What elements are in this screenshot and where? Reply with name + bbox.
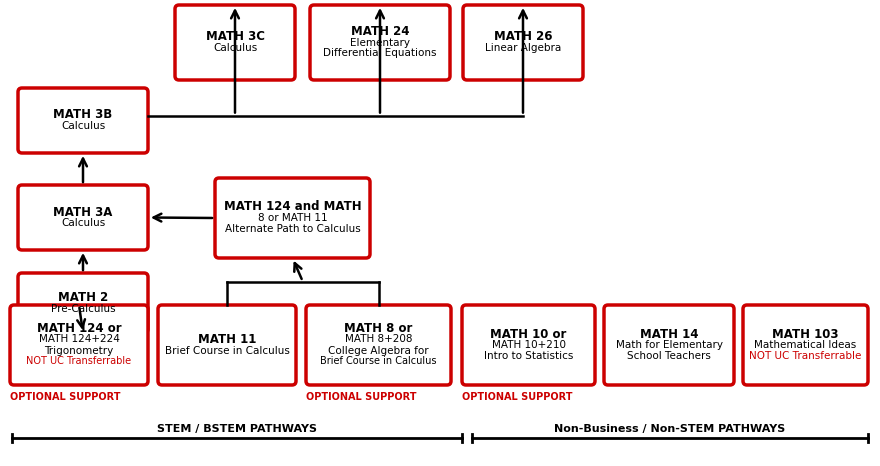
- Text: School Teachers: School Teachers: [627, 351, 711, 361]
- Text: MATH 14: MATH 14: [640, 328, 698, 341]
- Text: Calculus: Calculus: [61, 218, 105, 228]
- Text: MATH 124 or: MATH 124 or: [37, 322, 121, 335]
- Text: College Algebra for: College Algebra for: [328, 345, 429, 356]
- Text: STEM / BSTEM PATHWAYS: STEM / BSTEM PATHWAYS: [157, 424, 317, 434]
- Text: Intro to Statistics: Intro to Statistics: [484, 351, 573, 361]
- FancyBboxPatch shape: [18, 88, 148, 153]
- Text: Calculus: Calculus: [61, 121, 105, 131]
- Text: MATH 3C: MATH 3C: [206, 30, 265, 43]
- FancyBboxPatch shape: [215, 178, 370, 258]
- Text: NOT UC Transferrable: NOT UC Transferrable: [749, 351, 862, 361]
- Text: Alternate Path to Calculus: Alternate Path to Calculus: [224, 224, 361, 234]
- Text: MATH 10+210: MATH 10+210: [492, 340, 566, 350]
- Text: MATH 3A: MATH 3A: [54, 206, 113, 219]
- FancyBboxPatch shape: [463, 5, 583, 80]
- Text: MATH 11: MATH 11: [198, 333, 256, 346]
- Text: MATH 10 or: MATH 10 or: [490, 328, 567, 341]
- Text: MATH 124+224: MATH 124+224: [39, 335, 120, 344]
- Text: OPTIONAL SUPPORT: OPTIONAL SUPPORT: [306, 392, 416, 402]
- FancyBboxPatch shape: [743, 305, 868, 385]
- Text: Brief Course in Calculus: Brief Course in Calculus: [165, 345, 290, 356]
- Text: Pre-Calculus: Pre-Calculus: [51, 303, 115, 314]
- FancyBboxPatch shape: [604, 305, 734, 385]
- FancyBboxPatch shape: [158, 305, 296, 385]
- Text: Mathematical Ideas: Mathematical Ideas: [754, 340, 856, 350]
- FancyBboxPatch shape: [175, 5, 295, 80]
- Text: MATH 103: MATH 103: [773, 328, 839, 341]
- Text: Differential Equations: Differential Equations: [323, 48, 436, 59]
- FancyBboxPatch shape: [462, 305, 595, 385]
- Text: MATH 24: MATH 24: [351, 25, 409, 38]
- FancyBboxPatch shape: [306, 305, 451, 385]
- FancyBboxPatch shape: [18, 273, 148, 333]
- Text: MATH 2: MATH 2: [58, 291, 108, 304]
- Text: 8 or MATH 11: 8 or MATH 11: [258, 213, 327, 223]
- Text: Math for Elementary: Math for Elementary: [615, 340, 722, 350]
- Text: MATH 8+208: MATH 8+208: [345, 335, 412, 344]
- Text: Linear Algebra: Linear Algebra: [485, 43, 561, 53]
- Text: Elementary: Elementary: [350, 37, 410, 48]
- FancyBboxPatch shape: [10, 305, 148, 385]
- Text: Calculus: Calculus: [213, 43, 257, 53]
- FancyBboxPatch shape: [18, 185, 148, 250]
- Text: Non-Business / Non-STEM PATHWAYS: Non-Business / Non-STEM PATHWAYS: [554, 424, 786, 434]
- Text: OPTIONAL SUPPORT: OPTIONAL SUPPORT: [462, 392, 573, 402]
- Text: MATH 124 and MATH: MATH 124 and MATH: [224, 200, 362, 213]
- Text: MATH 26: MATH 26: [494, 30, 553, 43]
- FancyBboxPatch shape: [310, 5, 450, 80]
- Text: Brief Course in Calculus: Brief Course in Calculus: [320, 356, 436, 366]
- Text: MATH 3B: MATH 3B: [54, 109, 113, 122]
- Text: NOT UC Transferrable: NOT UC Transferrable: [26, 356, 132, 366]
- Text: MATH 8 or: MATH 8 or: [344, 322, 413, 335]
- Text: OPTIONAL SUPPORT: OPTIONAL SUPPORT: [10, 392, 121, 402]
- Text: Trigonometry: Trigonometry: [44, 345, 114, 356]
